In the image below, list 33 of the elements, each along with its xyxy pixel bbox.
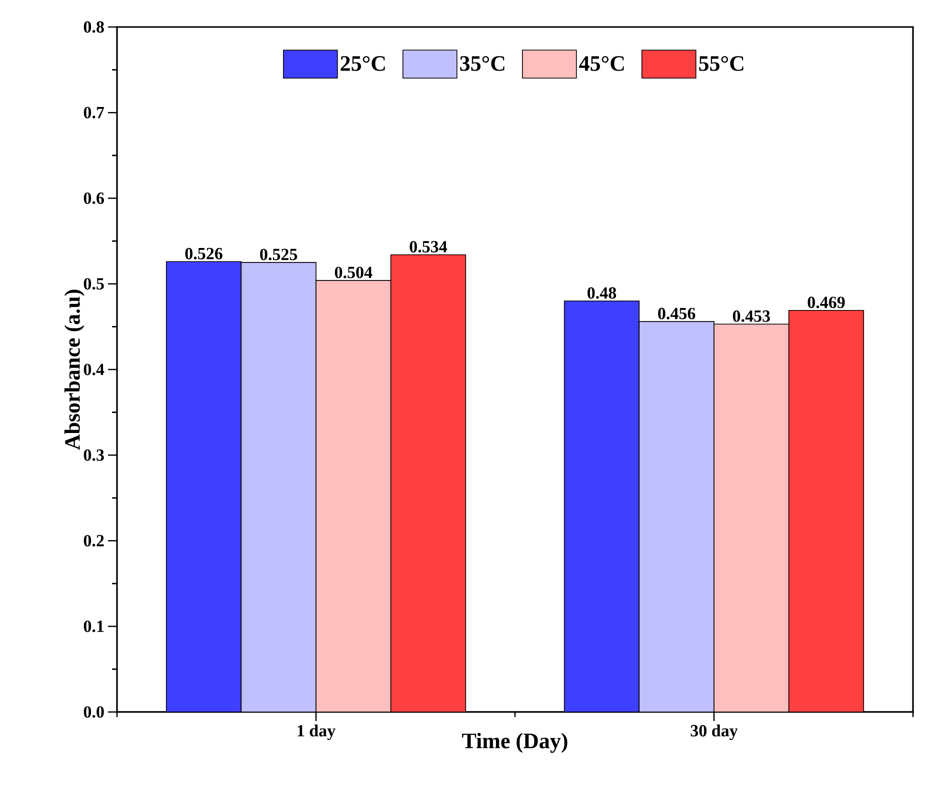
- bar: [390, 254, 466, 712]
- y-tick-label: 0.0: [84, 706, 104, 718]
- bar: [240, 262, 316, 712]
- bar: [714, 324, 790, 712]
- data-label: 0.48: [588, 287, 616, 299]
- bar: [564, 300, 640, 712]
- y-tick-label: 0.7: [84, 106, 104, 118]
- data-label: 0.453: [732, 310, 770, 322]
- y-axis-title: Absorbance (a.u): [64, 290, 84, 450]
- data-label: 0.456: [658, 308, 696, 320]
- y-tick-label: 0.5: [84, 278, 104, 290]
- legend-label: 55°C: [699, 56, 744, 71]
- legend-label: 25°C: [340, 56, 385, 71]
- data-label: 0.525: [260, 248, 298, 260]
- legend-label: 45°C: [579, 56, 624, 71]
- y-tick-label: 0.3: [84, 449, 104, 461]
- bar: [638, 321, 714, 712]
- x-axis-title: Time (Day): [462, 732, 568, 753]
- x-tick-label: 1 day: [298, 724, 336, 740]
- bar: [166, 261, 242, 712]
- y-tick-label: 0.1: [84, 620, 104, 632]
- legend-label: 35°C: [460, 56, 504, 71]
- data-label: 0.534: [410, 241, 448, 253]
- y-tick-label: 0.6: [84, 192, 104, 204]
- data-label: 0.526: [185, 248, 222, 260]
- y-tick-label: 0.2: [84, 534, 104, 547]
- y-tick-label: 0.4: [84, 364, 104, 376]
- bar: [316, 280, 392, 712]
- data-label: 0.469: [808, 296, 845, 308]
- y-tick-label: 0.8: [84, 21, 104, 33]
- data-label: 0.504: [334, 266, 372, 278]
- x-tick-label: 30 day: [690, 724, 738, 740]
- bar: [788, 310, 864, 712]
